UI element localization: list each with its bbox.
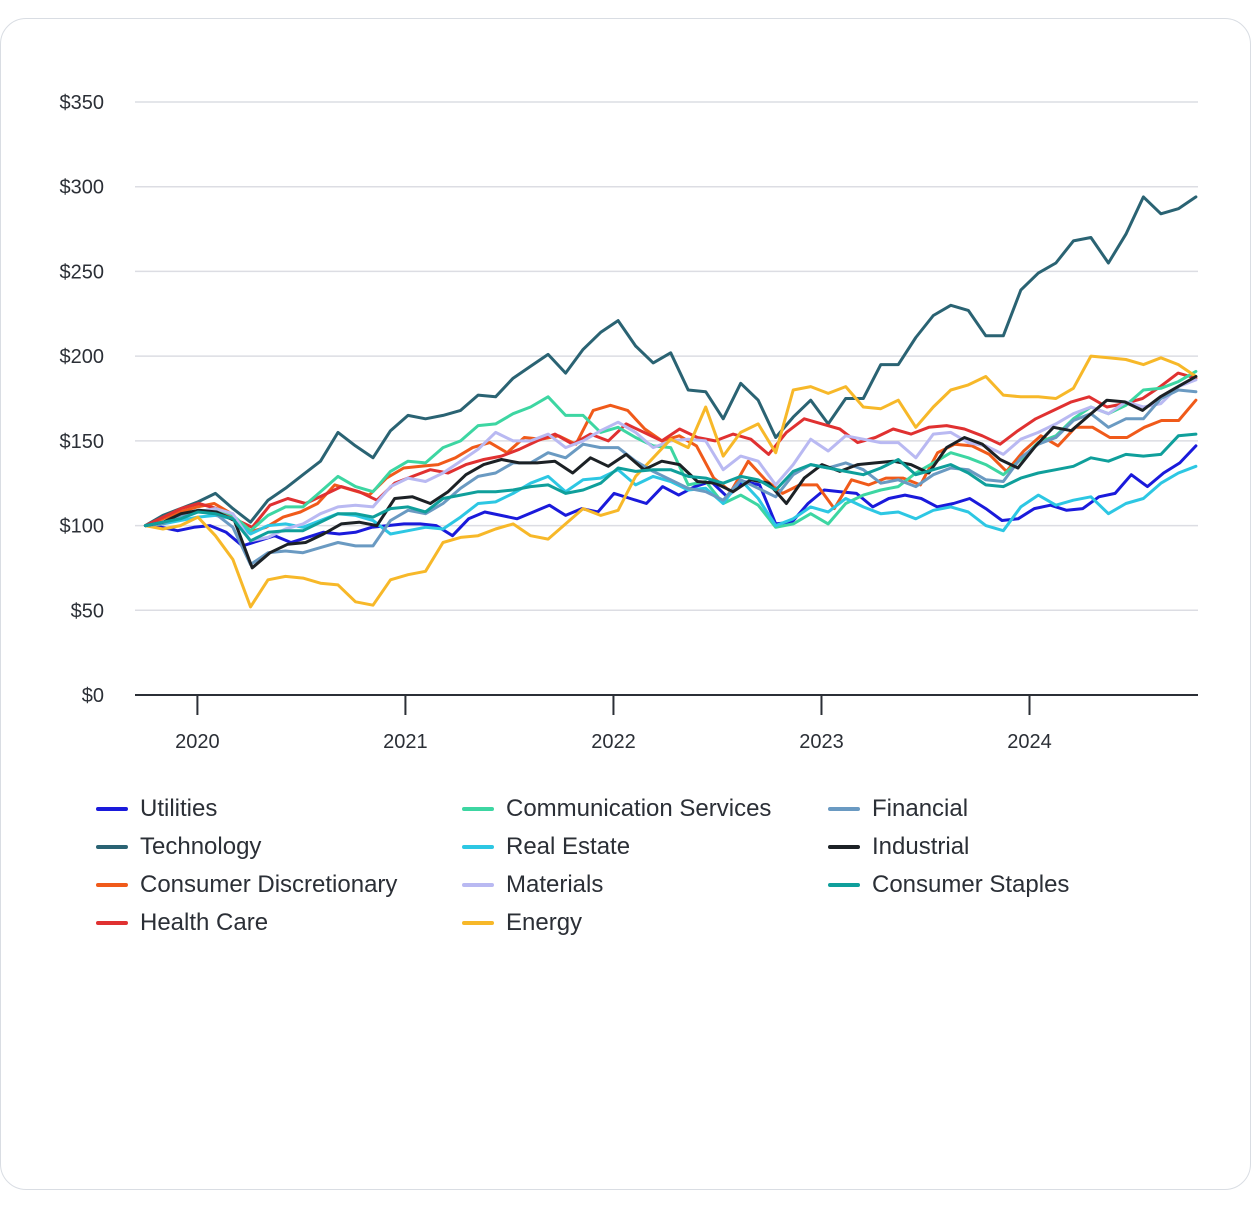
y-tick-label: $100: [60, 516, 105, 538]
legend-swatch: [96, 921, 128, 925]
legend: Utilities Technology Consumer Discretionar…: [96, 790, 1196, 950]
legend-label: Financial: [872, 795, 969, 822]
legend-label: Consumer Staples: [872, 871, 1070, 898]
legend-item-financial: Financial: [828, 790, 968, 828]
y-tick-label: $200: [60, 346, 105, 368]
series-line-consumer-staples: [143, 432, 1198, 543]
legend-item-utilities: Utilities: [96, 790, 217, 828]
y-tick-label: $50: [71, 600, 104, 622]
series-line-utilities: [143, 444, 1198, 548]
legend-label: Energy: [506, 909, 583, 936]
x-tick-label: 2022: [591, 731, 636, 753]
x-tick-label: 2023: [799, 731, 844, 753]
legend-swatch: [462, 845, 494, 849]
x-tick-label: 2024: [1007, 731, 1052, 753]
legend-item-consumer-staples: Consumer Staples: [828, 866, 1069, 904]
series-line-technology: [143, 195, 1198, 528]
legend-item-materials: Materials: [462, 866, 603, 904]
legend-item-health-care: Health Care: [96, 904, 268, 942]
legend-swatch: [462, 883, 494, 887]
series-line-industrial: [143, 375, 1198, 570]
legend-label: Technology: [140, 833, 262, 860]
x-axis: 2020 2021 2022 2023 2024: [135, 694, 1198, 753]
legend-label: Industrial: [872, 833, 970, 860]
series-line-financial: [143, 388, 1198, 566]
chart-card: [0, 18, 1251, 1190]
x-tick-label: 2020: [175, 731, 220, 753]
legend-label: Utilities: [140, 795, 218, 822]
series-line-consumer-discretionary: [143, 398, 1198, 534]
legend-item-consumer-discretionary: Consumer Discretionary: [96, 866, 397, 904]
y-tick-label: $0: [82, 685, 104, 707]
legend-swatch: [96, 807, 128, 811]
series-line-materials: [143, 378, 1198, 543]
legend-swatch: [828, 807, 860, 811]
legend-label: Communication Services: [506, 795, 772, 822]
legend-item-communication-services: Communication Services: [462, 790, 771, 828]
legend-swatch: [462, 921, 494, 925]
legend-swatch: [828, 883, 860, 887]
legend-label: Health Care: [140, 909, 269, 936]
y-tick-label: $300: [60, 177, 105, 199]
series-line-health-care: [143, 371, 1198, 529]
legend-label: Materials: [506, 871, 604, 898]
legend-label: Consumer Discretionary: [140, 871, 398, 898]
legend-swatch: [96, 883, 128, 887]
series-line-energy: [143, 354, 1198, 609]
series-line-real-estate: [143, 464, 1198, 536]
legend-swatch: [462, 807, 494, 811]
x-tick-label: 2021: [383, 731, 428, 753]
legend-swatch: [828, 845, 860, 849]
legend-item-industrial: Industrial: [828, 828, 969, 866]
legend-item-technology: Technology: [96, 828, 261, 866]
y-tick-label: $350: [60, 92, 105, 114]
y-tick-label: $150: [60, 431, 105, 453]
y-tick-label: $250: [60, 261, 105, 283]
legend-swatch: [96, 845, 128, 849]
y-axis: $0 $50 $100 $150 $200 $250 $300 $350: [60, 92, 105, 707]
legend-item-real-estate: Real Estate: [462, 828, 630, 866]
series-lines: [143, 195, 1198, 609]
legend-item-energy: Energy: [462, 904, 582, 942]
legend-label: Real Estate: [506, 833, 631, 860]
